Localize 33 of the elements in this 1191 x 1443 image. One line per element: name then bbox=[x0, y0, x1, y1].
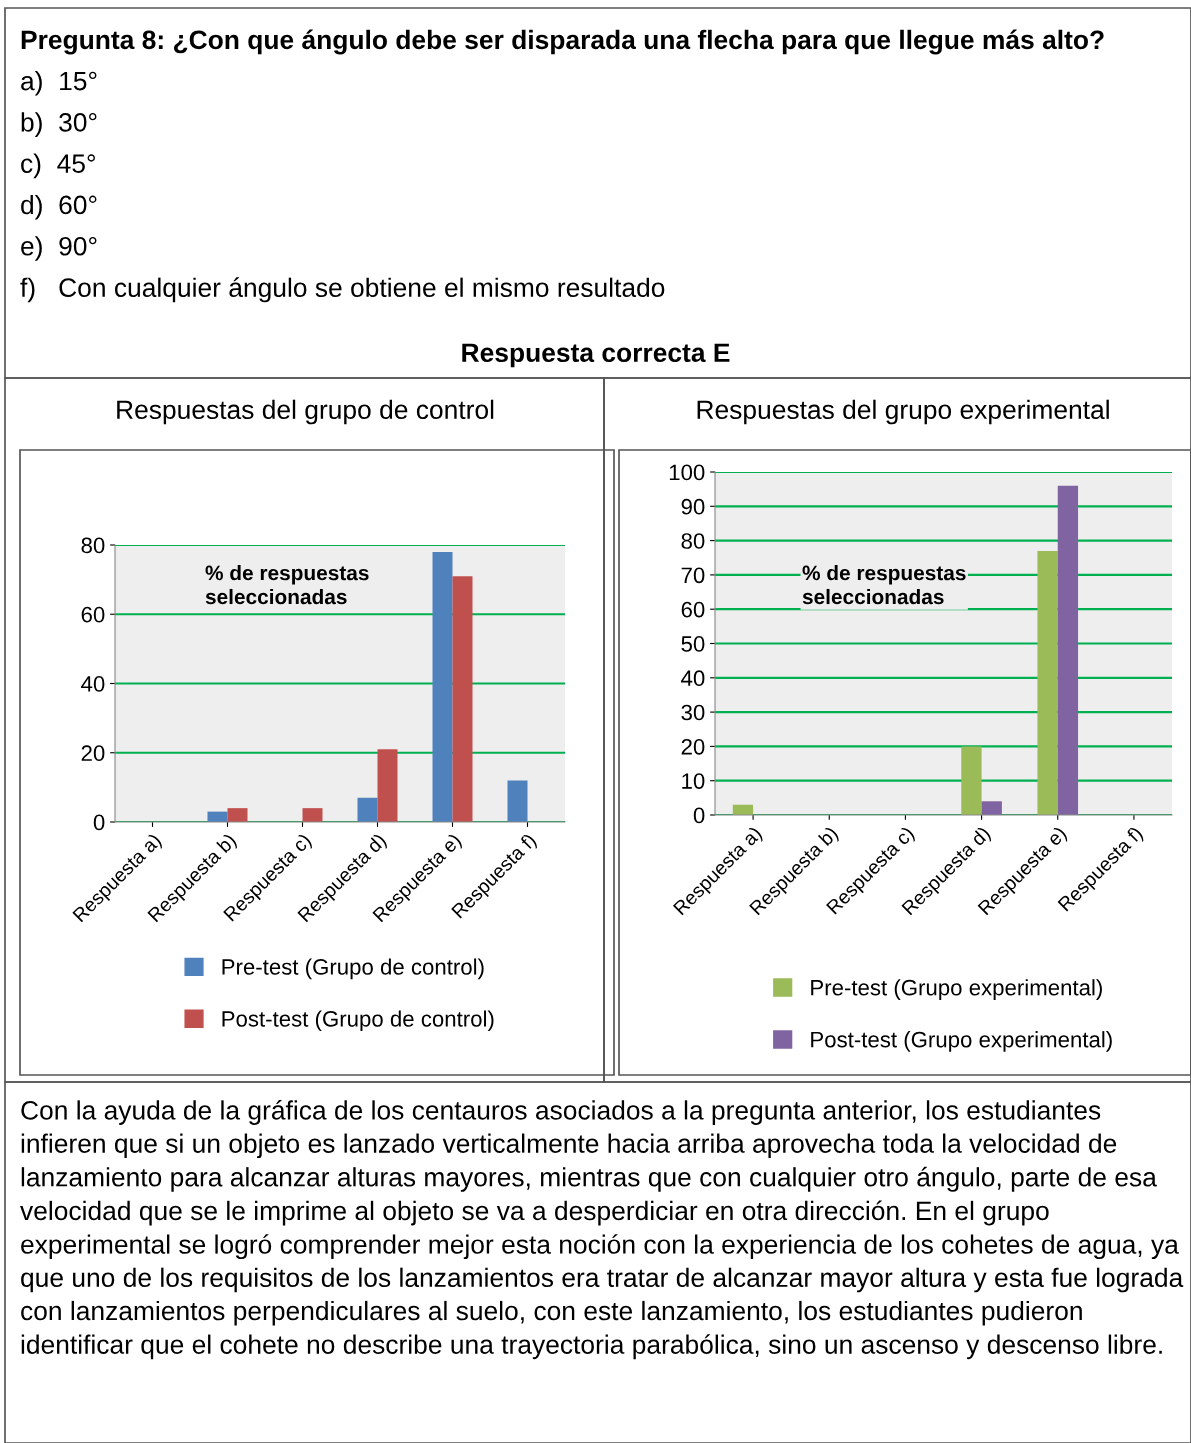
y-tick-label: 40 bbox=[81, 676, 105, 692]
text: b) 30° bbox=[21, 112, 97, 137]
legend-label: Pre-test (Grupo de control) bbox=[222, 958, 484, 980]
legend-label: Pre-test (Grupo experimental) bbox=[811, 979, 1102, 1000]
y-tick-label: 30 bbox=[681, 704, 705, 721]
y-tick-label: 60 bbox=[681, 601, 705, 618]
chart-title: Respuestas del grupo experimental bbox=[697, 399, 1109, 425]
y-tick-label: 50 bbox=[681, 636, 705, 652]
annotation: % de respuestas seleccionadas bbox=[205, 565, 369, 605]
y-tick-label: 10 bbox=[682, 773, 705, 789]
y-tick-label: 80 bbox=[681, 533, 705, 549]
y-tick-label: 80 bbox=[81, 537, 105, 554]
y-tick-label: 0 bbox=[93, 814, 105, 831]
y-tick-label: 20 bbox=[681, 738, 705, 755]
y-tick-label: 60 bbox=[81, 606, 105, 623]
text: a) 15° bbox=[21, 71, 97, 96]
text: f) Con cualquier ángulo se obtiene el mismo resultado bbox=[20, 277, 665, 303]
text: Con la ayuda de la gráfica de los centauros asociados a la pregunta anterior, los estudiantes infieren que si un objeto es lanzado verticalmente hacia arriba aprovecha toda la velocidad de lanzamiento para alcanzar alturas mayores, mientras que con cualquier otro ángulo, parte de esa velocidad que se le imprime al objeto se va a desperdiciar en otra dirección. En el grupo experimental se logró comprender mejor esta noción con la experiencia de los cohetes de agua, ya que uno de los requisitos de los lanzamientos era tratar de alcanzar mayor altura y esta fue lograda con lanzamientos perpendiculares al suelo, con este lanzamiento, los estudiantes pudieron identificar que el cohete no describe una trayectoria parabólica, sino un ascenso y descenso libre. bbox=[20, 1100, 1184, 1360]
y-tick-label: 90 bbox=[681, 498, 705, 515]
text: d) 60° bbox=[21, 194, 97, 220]
y-tick-label: 100 bbox=[669, 464, 705, 481]
y-tick-label: 70 bbox=[681, 567, 705, 584]
chart-title: Respuestas del grupo de control bbox=[117, 399, 494, 425]
text: c) 45° bbox=[21, 153, 95, 179]
annotation: % de respuestas seleccionadas bbox=[802, 565, 966, 605]
text: Respuesta correcta E bbox=[462, 343, 730, 368]
legend-label: Post-test (Grupo de control) bbox=[222, 1010, 494, 1032]
text: Pregunta 8: ¿Con que ángulo debe ser disparada una flecha para que llegue más alto? bbox=[21, 29, 1104, 55]
y-tick-label: 20 bbox=[81, 745, 105, 762]
y-tick-label: 0 bbox=[693, 807, 705, 824]
legend-label: Post-test (Grupo experimental) bbox=[811, 1031, 1112, 1052]
y-tick-label: 40 bbox=[681, 670, 705, 687]
text: e) 90° bbox=[21, 236, 97, 261]
